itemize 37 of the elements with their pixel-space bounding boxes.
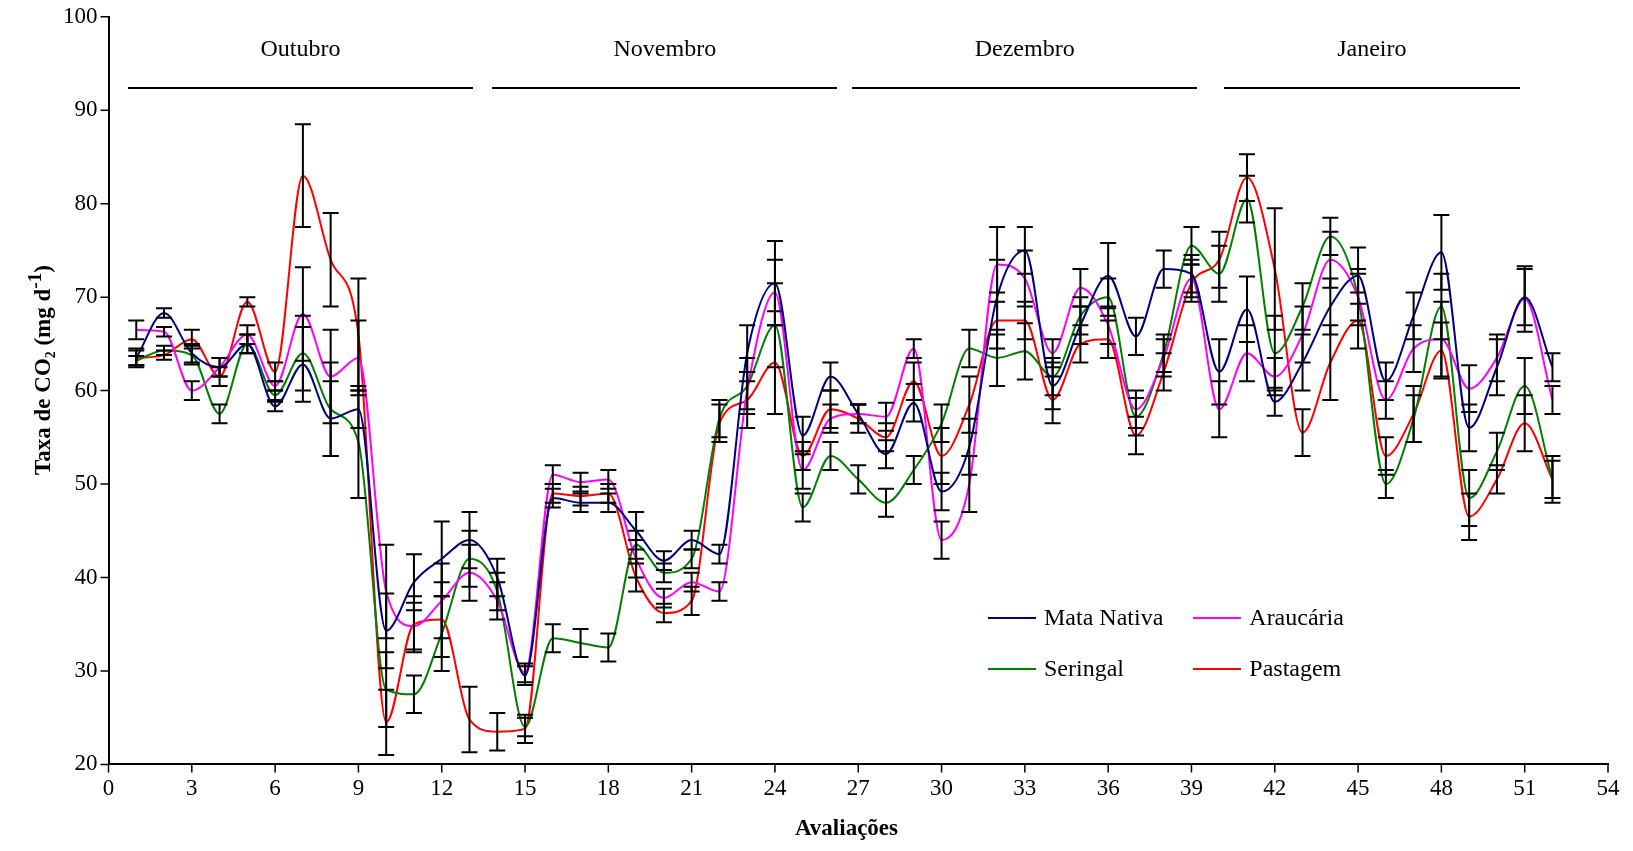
x-tick-label: 33 [1013, 775, 1037, 801]
x-tick-label: 15 [513, 775, 537, 801]
annotation: Dezembro [974, 34, 1075, 62]
x-tick-label: 48 [1429, 775, 1453, 801]
x-axis-title: Avaliações [793, 815, 900, 841]
x-tick-label: 36 [1096, 775, 1120, 801]
y-tick-label: 60 [74, 376, 98, 402]
annotation: Novembro [613, 34, 717, 62]
y-tick-label: 20 [74, 750, 98, 776]
x-tick-label: 45 [1346, 775, 1370, 801]
x-tick-label: 54 [1596, 775, 1620, 801]
y-tick-label: 90 [74, 96, 98, 122]
x-tick-label: 51 [1513, 775, 1537, 801]
x-tick-label: 39 [1179, 775, 1203, 801]
legend-label: Mata Nativa [1044, 604, 1164, 632]
x-tick-label: 18 [596, 775, 620, 801]
x-tick-label: 0 [102, 775, 115, 801]
x-tick-label: 21 [680, 775, 704, 801]
legend-label: Araucária [1249, 604, 1344, 632]
y-tick-label: 70 [74, 283, 98, 309]
x-tick-label: 6 [269, 775, 281, 801]
x-tick-label: 3 [186, 775, 198, 801]
annotation: Outubro [260, 34, 341, 62]
legend-label: Seringal [1044, 655, 1124, 683]
x-tick-label: 9 [352, 775, 365, 801]
y-tick-label: 50 [74, 470, 98, 496]
x-tick-label: 12 [430, 775, 454, 801]
x-tick-label: 30 [930, 775, 954, 801]
y-tick-label: 100 [63, 2, 98, 28]
x-tick-label: 24 [763, 775, 787, 801]
y-tick-label: 30 [74, 657, 98, 682]
legend-label: Pastagem [1249, 655, 1342, 683]
x-tick-label: 27 [846, 775, 870, 801]
annotation: Janeiro [1337, 34, 1407, 62]
x-tick-label: 42 [1263, 775, 1287, 801]
y-tick-label: 80 [74, 189, 98, 215]
y-tick-label: 40 [74, 563, 98, 589]
